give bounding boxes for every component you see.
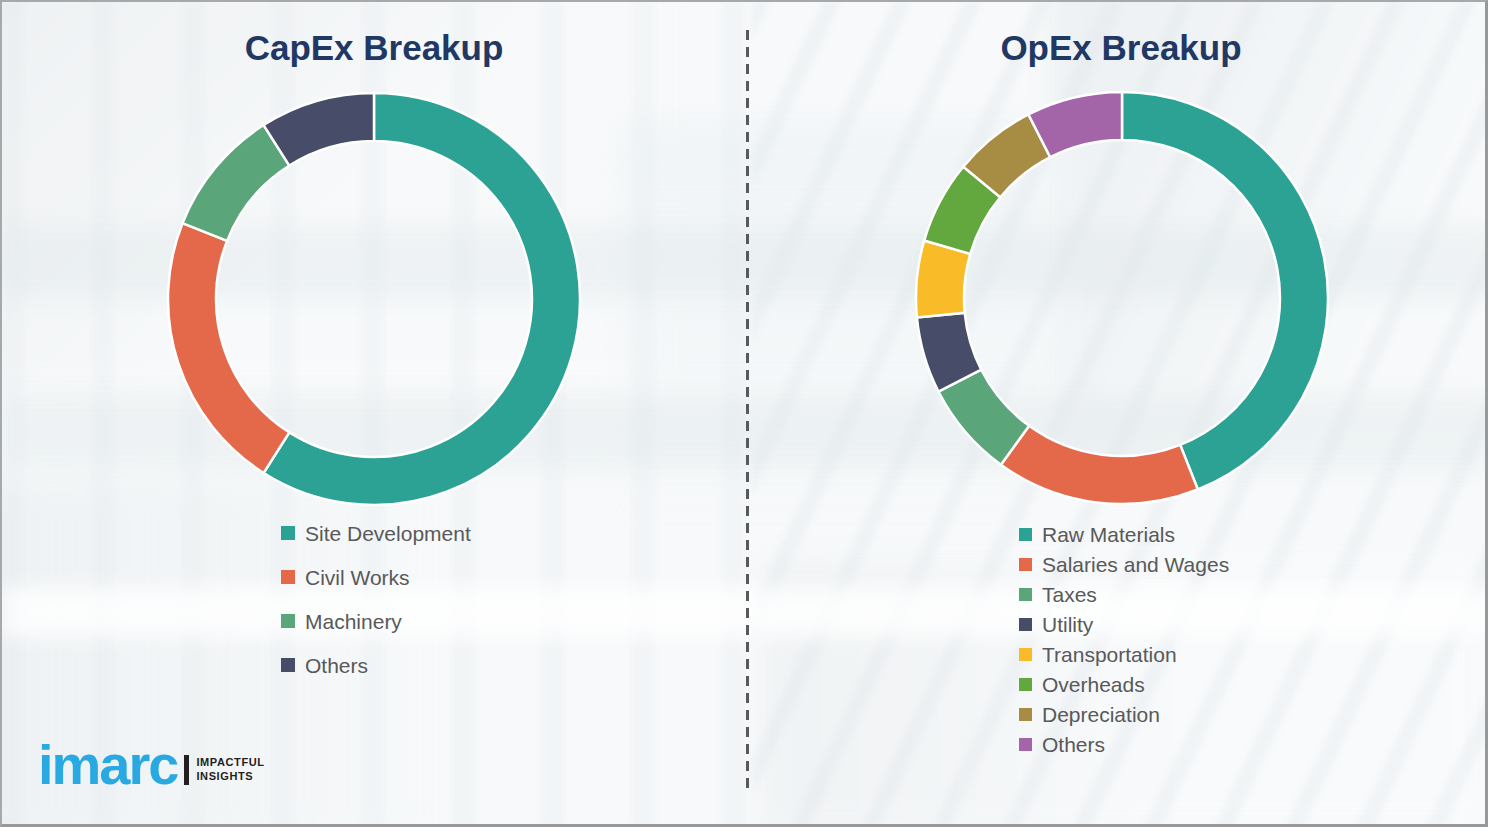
donut-segment-salaries-and-wages bbox=[1001, 426, 1198, 504]
infographic: CapEx Breakup Site Development Civil Work… bbox=[0, 0, 1488, 836]
legend-label: Overheads bbox=[1042, 674, 1145, 695]
legend-item-depreciation: Depreciation bbox=[1019, 699, 1229, 729]
imarc-wordmark: imarc bbox=[38, 737, 177, 793]
legend-swatch bbox=[1019, 738, 1032, 751]
legend-label: Utility bbox=[1042, 614, 1093, 635]
legend-swatch bbox=[281, 526, 295, 540]
legend-swatch bbox=[281, 658, 295, 672]
legend-label: Machinery bbox=[305, 611, 402, 632]
legend-swatch bbox=[1019, 648, 1032, 661]
legend-swatch bbox=[1019, 678, 1032, 691]
opex-legend: Raw Materials Salaries and Wages Taxes Util… bbox=[1019, 519, 1229, 759]
logo-divider-bar bbox=[184, 755, 189, 785]
logo-tagline: IMPACTFUL INSIGHTS bbox=[196, 756, 264, 784]
legend-item-taxes: Taxes bbox=[1019, 579, 1229, 609]
legend-item-overheads: Overheads bbox=[1019, 669, 1229, 699]
logo-tagline-line2: INSIGHTS bbox=[196, 770, 264, 784]
opex-donut-chart bbox=[912, 88, 1332, 508]
legend-item-salaries-and-wages: Salaries and Wages bbox=[1019, 549, 1229, 579]
legend-item-transportation: Transportation bbox=[1019, 639, 1229, 669]
legend-label: Raw Materials bbox=[1042, 524, 1175, 545]
capex-title: CapEx Breakup bbox=[164, 28, 584, 68]
logo-tagline-line1: IMPACTFUL bbox=[196, 756, 264, 770]
capex-donut-chart bbox=[164, 89, 584, 509]
legend-swatch bbox=[1019, 528, 1032, 541]
legend-item-machinery: Machinery bbox=[281, 599, 471, 643]
capex-legend: Site Development Civil Works Machinery Othe… bbox=[281, 511, 471, 687]
background-band bbox=[2, 587, 1488, 637]
opex-title: OpEx Breakup bbox=[911, 28, 1331, 68]
legend-label: Site Development bbox=[305, 523, 471, 544]
legend-swatch bbox=[1019, 708, 1032, 721]
dashed-divider bbox=[746, 30, 749, 792]
legend-swatch bbox=[281, 614, 295, 628]
legend-swatch bbox=[281, 570, 295, 584]
imarc-logo: imarc IMPACTFUL INSIGHTS bbox=[38, 737, 265, 793]
legend-swatch bbox=[1019, 618, 1032, 631]
legend-swatch bbox=[1019, 588, 1032, 601]
legend-item-others: Others bbox=[1019, 729, 1229, 759]
legend-label: Salaries and Wages bbox=[1042, 554, 1229, 575]
legend-item-others: Others bbox=[281, 643, 471, 687]
infographic-canvas: CapEx Breakup Site Development Civil Work… bbox=[0, 0, 1488, 827]
legend-label: Taxes bbox=[1042, 584, 1097, 605]
legend-item-raw-materials: Raw Materials bbox=[1019, 519, 1229, 549]
legend-item-utility: Utility bbox=[1019, 609, 1229, 639]
legend-label: Transportation bbox=[1042, 644, 1177, 665]
donut-segment-civil-works bbox=[168, 223, 289, 473]
donut-segment-raw-materials bbox=[1122, 92, 1328, 490]
legend-item-civil-works: Civil Works bbox=[281, 555, 471, 599]
legend-swatch bbox=[1019, 558, 1032, 571]
legend-label: Civil Works bbox=[305, 567, 410, 588]
legend-label: Others bbox=[1042, 734, 1105, 755]
legend-label: Others bbox=[305, 655, 368, 676]
legend-item-site-development: Site Development bbox=[281, 511, 471, 555]
legend-label: Depreciation bbox=[1042, 704, 1160, 725]
